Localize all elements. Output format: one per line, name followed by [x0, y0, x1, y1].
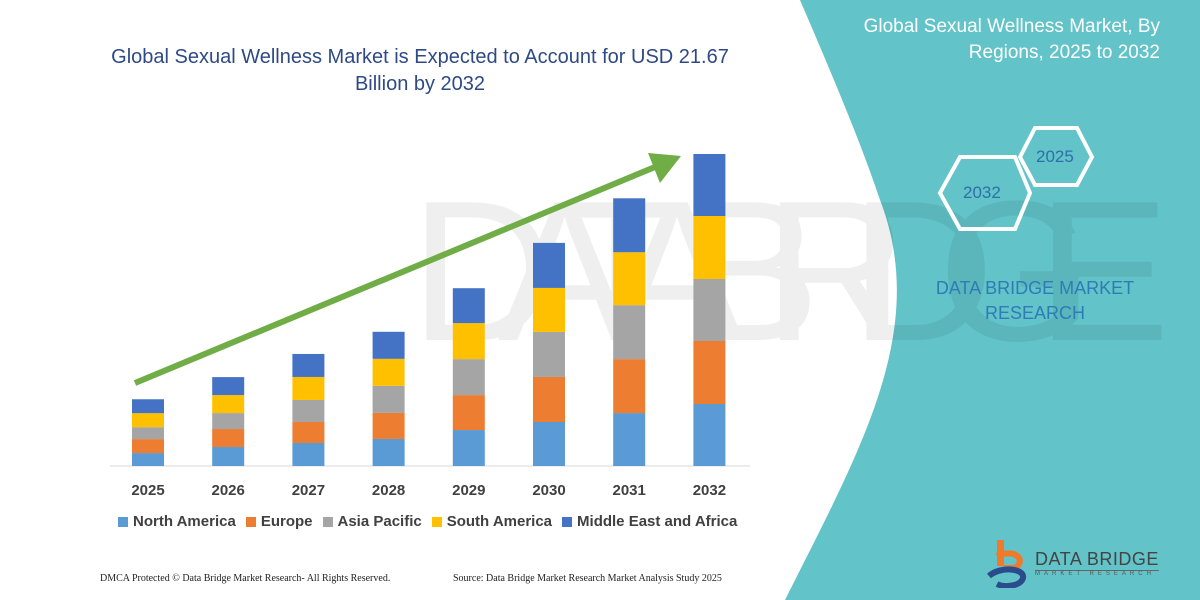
bar-segment-2027-3: [292, 376, 325, 400]
footer-source: Source: Data Bridge Market Research Mark…: [453, 573, 722, 584]
footer-copyright: DMCA Protected © Data Bridge Market Rese…: [100, 573, 391, 584]
bar-segment-2027-1: [292, 421, 325, 443]
legend-label: Europe: [260, 513, 313, 530]
side-panel-background: [785, 0, 1200, 600]
bar-segment-2029-4: [452, 288, 485, 324]
bar-segment-2032-3: [693, 215, 726, 280]
bar-segment-2025-3: [132, 413, 164, 428]
bar-segment-2029-3: [452, 323, 485, 360]
side-panel-title: Global Sexual Wellness Market, By Region…: [863, 16, 1160, 63]
legend-item: Middle East and Africa: [562, 513, 737, 530]
legend-label: North America: [133, 513, 236, 530]
bar-segment-2030-1: [533, 376, 565, 422]
bar-segment-2031-1: [613, 359, 646, 414]
bar-segment-2030-3: [533, 287, 565, 332]
bar-segment-2030-2: [533, 331, 565, 377]
bar-segment-2028-4: [372, 331, 405, 359]
legend-item: North America: [118, 513, 236, 530]
x-tick-label: 2027: [292, 482, 325, 499]
bar-segment-2026-2: [212, 413, 245, 430]
hex-2025-label: 2025: [1036, 147, 1074, 166]
bar-segment-2028-2: [372, 385, 405, 413]
bar-segment-2025-1: [132, 439, 164, 454]
bar-segment-2032-1: [693, 340, 726, 405]
bar-segment-2028-1: [372, 412, 405, 439]
legend-swatch: [118, 516, 128, 527]
bar-segment-2025-0: [132, 453, 164, 466]
x-tick-label: 2030: [532, 482, 565, 499]
legend-swatch: [562, 516, 573, 527]
hex-2032-outline: [937, 155, 1033, 231]
legend-swatch: [245, 516, 256, 527]
logo-sub-text: MARKET RESEARCH: [1035, 570, 1159, 577]
bar-segment-2031-3: [613, 252, 646, 306]
bar-segment-2027-4: [292, 353, 325, 377]
bar-segment-2026-4: [212, 377, 245, 396]
bar-segment-2029-2: [452, 359, 485, 396]
bar-segment-2030-4: [533, 242, 565, 288]
legend-swatch: [322, 516, 333, 527]
bar-segment-2029-0: [452, 430, 485, 466]
x-tick-label: 2031: [613, 482, 646, 499]
trend-arrow: [133, 164, 657, 386]
logo-main-text: DATA BRIDGE: [1035, 549, 1159, 569]
x-tick-label: 2028: [372, 482, 405, 499]
bar-segment-2029-1: [452, 395, 485, 431]
trend-arrow-head: [648, 153, 681, 183]
chart-legend: North America Europe Asia Pacific South Ame…: [118, 513, 737, 530]
bar-segment-2027-0: [292, 442, 325, 466]
bar-segment-2031-0: [613, 413, 646, 466]
chart-title: Global Sexual Wellness Market is Expecte…: [111, 46, 729, 95]
bar-segment-2028-3: [372, 358, 405, 386]
bar-segment-2026-1: [212, 429, 245, 448]
legend-item: Asia Pacific: [322, 513, 422, 530]
hex-2032-label: 2032: [963, 183, 1001, 202]
bar-segment-2027-2: [292, 399, 325, 422]
bar-segment-2031-2: [613, 305, 646, 360]
company-logo: DATA BRIDGE MARKET RESEARCH: [985, 538, 1159, 588]
legend-label: Middle East and Africa: [577, 513, 738, 530]
legend-label: South America: [446, 513, 553, 530]
legend-item: South America: [431, 513, 553, 530]
bar-segment-2031-4: [613, 198, 646, 253]
hex-2025-outline: [1017, 126, 1095, 187]
bar-segment-2026-0: [212, 447, 245, 466]
bar-segment-2028-0: [372, 438, 405, 466]
legend-item: Europe: [245, 513, 313, 530]
x-tick-label: 2032: [693, 482, 726, 499]
bar-segment-2032-4: [693, 154, 726, 216]
x-tick-label: 2026: [212, 482, 245, 499]
bar-segment-2032-0: [693, 404, 726, 466]
x-tick-label: 2029: [452, 482, 485, 499]
logo-icon: [986, 540, 1026, 588]
bar-segment-2030-0: [533, 421, 565, 466]
bar-segment-2026-3: [212, 395, 245, 414]
x-tick-label: 2025: [131, 482, 164, 499]
bar-segment-2025-2: [132, 427, 164, 440]
brand-text: DATA BRIDGE MARKET RESEARCH: [935, 278, 1135, 323]
bar-segment-2025-4: [132, 399, 164, 414]
legend-swatch: [431, 516, 442, 527]
legend-label: Asia Pacific: [337, 513, 422, 530]
bar-segment-2032-2: [693, 279, 726, 341]
